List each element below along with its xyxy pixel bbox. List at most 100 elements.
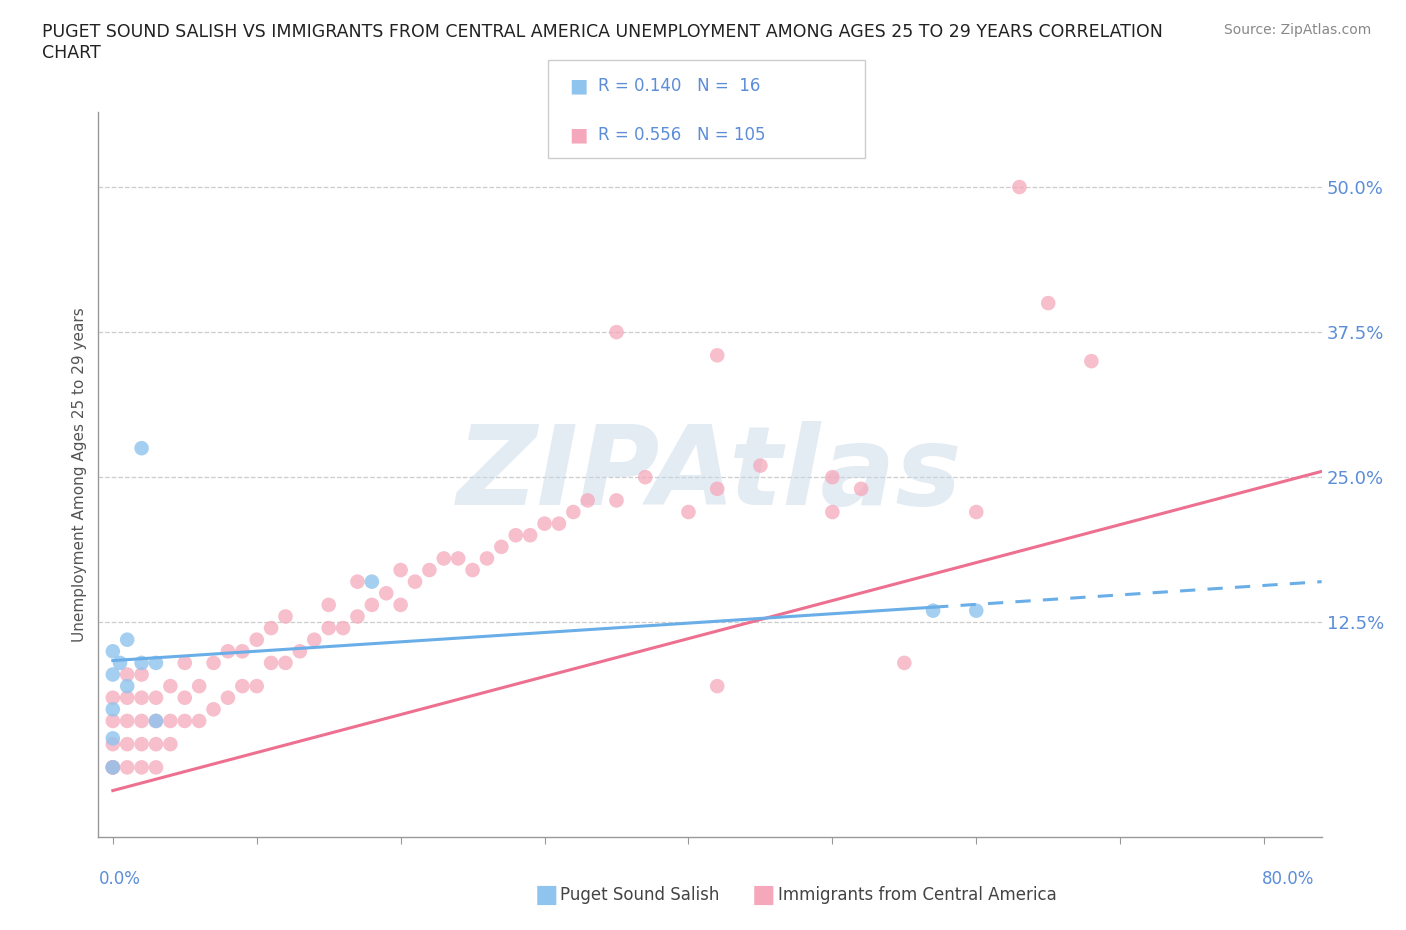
Point [173,713,195,728]
Point [346,609,368,624]
Point [922,604,945,618]
Point [749,458,772,473]
Point [346,574,368,589]
Point [447,551,470,565]
Text: ZIPAtlas: ZIPAtlas [457,420,963,528]
Point [332,620,354,635]
Point [246,679,269,694]
Point [318,620,340,635]
Point [101,667,124,682]
Point [101,760,124,775]
Point [965,604,987,618]
Point [101,731,124,746]
Point [821,505,844,520]
Text: 0.0%: 0.0% [98,870,141,887]
Text: Puget Sound Salish: Puget Sound Salish [560,885,718,904]
Point [605,325,627,339]
Point [231,679,253,694]
Point [145,713,167,728]
Point [115,737,138,751]
Text: Immigrants from Central America: Immigrants from Central America [778,885,1056,904]
Point [475,551,498,565]
Point [131,713,153,728]
Point [433,551,456,565]
Point [101,760,124,775]
Point [145,656,167,671]
Point [505,528,527,543]
Text: PUGET SOUND SALISH VS IMMIGRANTS FROM CENTRAL AMERICA UNEMPLOYMENT AMONG AGES 25: PUGET SOUND SALISH VS IMMIGRANTS FROM CE… [42,23,1163,62]
Point [145,690,167,705]
Point [1008,179,1031,194]
Point [188,713,211,728]
Point [131,441,153,456]
Point [389,597,412,612]
Text: R = 0.556   N = 105: R = 0.556 N = 105 [598,126,765,144]
Point [491,539,513,554]
Point [231,644,253,658]
Point [217,644,239,658]
Point [605,493,627,508]
Point [131,737,153,751]
Text: ■: ■ [569,126,588,144]
Point [360,574,382,589]
Point [274,656,297,671]
Point [634,470,657,485]
Point [202,656,225,671]
Point [115,760,138,775]
Point [108,656,131,671]
Point [145,737,167,751]
Point [274,609,297,624]
Point [893,656,915,671]
Point [548,516,571,531]
Point [173,690,195,705]
Point [115,690,138,705]
Point [418,563,440,578]
Point [461,563,484,578]
Point [159,737,181,751]
Point [101,713,124,728]
Y-axis label: Unemployment Among Ages 25 to 29 years: Unemployment Among Ages 25 to 29 years [72,307,87,642]
Point [318,597,340,612]
Point [404,574,426,589]
Point [131,656,153,671]
Point [389,563,412,578]
Point [101,760,124,775]
Point [101,760,124,775]
Point [173,656,195,671]
Text: 80.0%: 80.0% [1263,870,1315,887]
Point [1038,296,1060,311]
Point [706,482,728,497]
Point [288,644,311,658]
Text: R = 0.140   N =  16: R = 0.140 N = 16 [598,76,759,95]
Point [246,632,269,647]
Point [145,713,167,728]
Point [115,632,138,647]
Point [217,690,239,705]
Text: Source: ZipAtlas.com: Source: ZipAtlas.com [1223,23,1371,37]
Point [260,620,283,635]
Text: ■: ■ [569,76,588,95]
Point [576,493,599,508]
Point [260,656,283,671]
Point [145,760,167,775]
Point [562,505,585,520]
Point [131,690,153,705]
Point [821,470,844,485]
Point [304,632,326,647]
Point [519,528,541,543]
Point [706,348,728,363]
Point [188,679,211,694]
Point [159,713,181,728]
Point [849,482,872,497]
Point [131,760,153,775]
Point [101,702,124,717]
Point [1080,353,1102,368]
Point [706,679,728,694]
Point [101,737,124,751]
Point [965,505,987,520]
Point [375,586,398,601]
Point [159,679,181,694]
Point [101,690,124,705]
Point [678,505,700,520]
Point [131,667,153,682]
